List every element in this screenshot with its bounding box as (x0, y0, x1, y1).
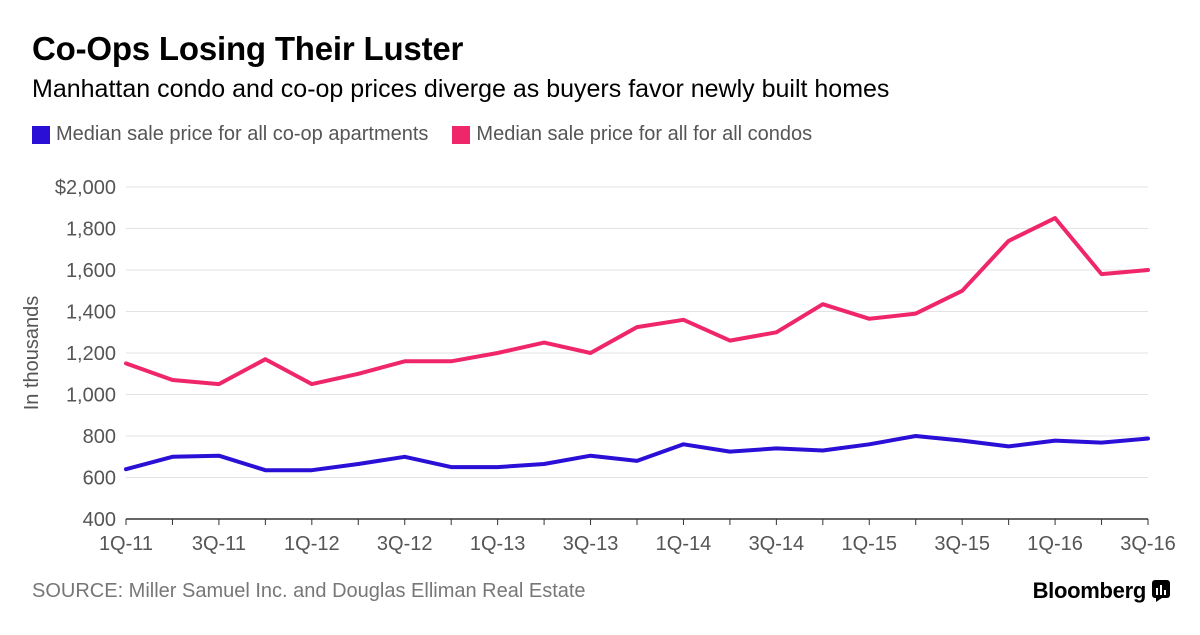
y-axis-label: In thousands (21, 296, 43, 411)
x-tick-label: 3Q-16 (1120, 533, 1176, 555)
y-tick-label: 800 (83, 426, 116, 448)
y-tick-label: $2,000 (55, 177, 116, 199)
y-tick-label: 1,800 (66, 219, 116, 241)
brand-name: Bloomberg (1032, 578, 1147, 603)
x-tick-label: 3Q-14 (749, 533, 805, 555)
y-tick-label: 600 (83, 468, 116, 490)
series-line-condo (124, 216, 1150, 387)
legend-item-coop: Median sale price for all co-op apartmen… (32, 123, 428, 146)
bloomberg-logo: Bloomberg (1033, 578, 1170, 604)
legend-label-coop: Median sale price for all co-op apartmen… (56, 123, 429, 145)
x-tick-label: 1Q-16 (1027, 533, 1083, 555)
x-tick-label: 1Q-11 (99, 533, 153, 555)
x-tick-label: 3Q-12 (377, 533, 433, 555)
y-tick-label: 400 (83, 509, 116, 531)
chart-legend: Median sale price for all co-op apartmen… (32, 123, 836, 146)
legend-swatch-coop (32, 125, 50, 144)
y-tick-label: 1,000 (66, 385, 116, 407)
legend-swatch-condo (452, 125, 471, 144)
y-tick-label: 1,200 (66, 343, 116, 365)
series-line-coop (124, 434, 1150, 473)
x-tick-label: 1Q-13 (470, 533, 526, 555)
x-tick-label: 1Q-12 (284, 533, 340, 555)
legend-label-condo: Median sale price for all for all condos (476, 123, 813, 145)
legend-item-condo: Median sale price for all for all condos (452, 123, 812, 146)
x-tick-label: 1Q-14 (656, 533, 712, 555)
x-tick-label: 3Q-11 (192, 533, 246, 555)
chart-subtitle: Manhattan condo and co-op prices diverge… (32, 75, 890, 103)
bloomberg-chart-icon (1152, 580, 1170, 602)
chart-title: Co-Ops Losing Their Luster (32, 30, 464, 67)
x-tick-label: 3Q-15 (934, 533, 990, 555)
x-tick-label: 1Q-15 (841, 533, 897, 555)
x-tick-label: 3Q-13 (563, 533, 619, 555)
source-note: SOURCE: Miller Samuel Inc. and Douglas E… (32, 580, 586, 602)
y-tick-label: 1,600 (66, 260, 116, 282)
y-tick-label: 1,400 (66, 302, 116, 324)
